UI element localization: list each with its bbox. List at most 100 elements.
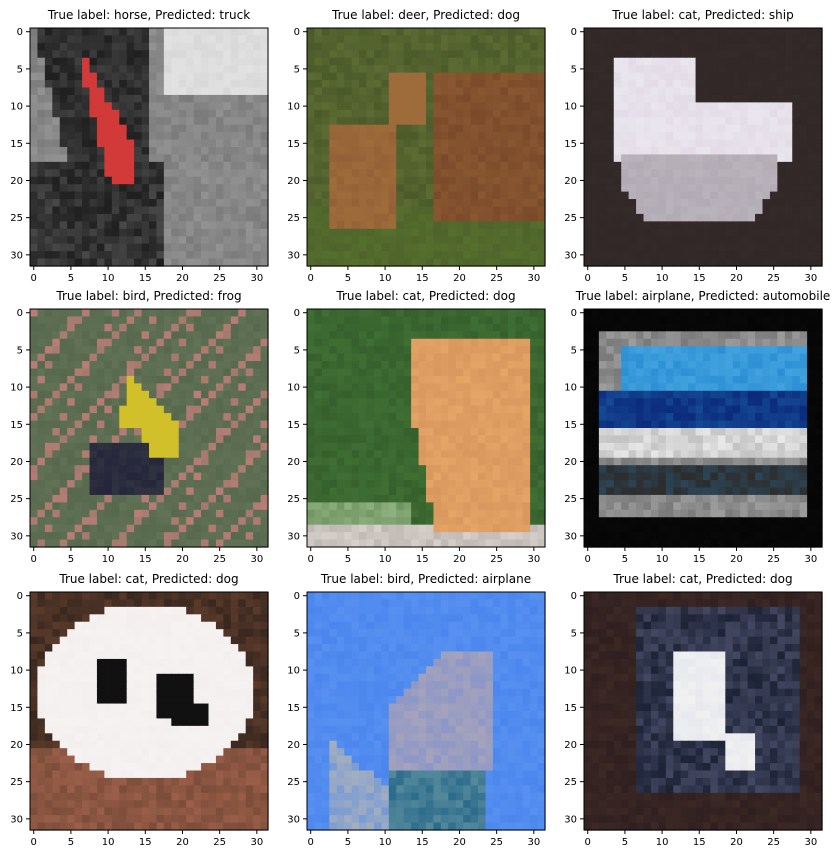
image-pixel: [598, 72, 607, 81]
image-pixel: [336, 184, 345, 193]
image-pixel: [463, 154, 472, 163]
image-pixel: [74, 323, 83, 332]
image-pixel: [223, 487, 232, 496]
image-pixel: [717, 42, 726, 51]
image-pixel: [747, 161, 756, 170]
image-pixel: [321, 176, 330, 185]
image-pixel: [762, 87, 771, 96]
image-pixel: [396, 206, 405, 215]
image-pixel: [433, 117, 442, 126]
image-pixel: [485, 221, 494, 230]
image-pixel: [777, 94, 786, 104]
image-pixel: [344, 398, 353, 407]
image-pixel: [67, 361, 76, 370]
image-pixel: [388, 465, 397, 474]
image-pixel: [440, 361, 449, 370]
image-pixel: [307, 450, 316, 459]
image-pixel: [463, 472, 472, 481]
image-pixel: [37, 524, 46, 533]
image-pixel: [522, 353, 531, 362]
image-pixel: [643, 57, 652, 66]
image-pixel: [537, 124, 546, 133]
image-pixel: [215, 191, 225, 200]
image-pixel: [470, 184, 479, 193]
image-pixel: [725, 213, 734, 223]
image-pixel: [411, 361, 420, 370]
image-pixel: [755, 236, 764, 245]
image-pixel: [658, 191, 667, 200]
image-pixel: [163, 331, 172, 340]
image-pixel: [373, 87, 383, 96]
image-pixel: [215, 524, 225, 533]
image-pixel: [89, 487, 98, 496]
image-pixel: [163, 413, 172, 422]
image-pixel: [336, 258, 345, 267]
image-pixel: [74, 139, 83, 148]
image-pixel: [163, 480, 172, 489]
image-pixel: [598, 191, 607, 200]
image-pixel: [433, 465, 442, 474]
image-pixel: [463, 405, 472, 414]
image-pixel: [470, 102, 479, 111]
image-pixel: [470, 413, 479, 422]
image-pixel: [411, 221, 420, 230]
image-pixel: [111, 353, 120, 362]
image-pixel: [89, 87, 98, 96]
image-pixel: [373, 323, 383, 332]
image-pixel: [396, 35, 405, 44]
image-pixel: [537, 361, 546, 370]
image-pixel: [74, 361, 83, 370]
image-pixel: [201, 323, 210, 332]
image-pixel: [522, 398, 531, 407]
image-pixel: [208, 428, 217, 437]
image-pixel: [223, 191, 232, 200]
image-pixel: [665, 124, 674, 133]
image-pixel: [208, 405, 217, 414]
image-pixel: [230, 428, 239, 437]
image-pixel: [584, 139, 593, 148]
image-pixel: [253, 117, 262, 126]
image-pixel: [507, 428, 516, 437]
image-pixel: [111, 309, 120, 318]
image-pixel: [149, 420, 158, 429]
image-pixel: [260, 80, 269, 89]
image-pixel: [96, 221, 106, 230]
image-pixel: [223, 117, 232, 126]
image-pixel: [89, 457, 98, 466]
image-pixel: [111, 176, 120, 185]
image-pixel: [344, 102, 353, 111]
image-pixel: [321, 206, 330, 215]
image-pixel: [89, 420, 98, 429]
image-pixel: [178, 57, 187, 66]
image-pixel: [163, 323, 172, 332]
image-pixel: [156, 72, 165, 81]
image-pixel: [650, 243, 660, 252]
image-pixel: [613, 132, 622, 141]
image-pixel: [492, 161, 502, 170]
image-pixel: [238, 169, 247, 178]
image-pixel: [448, 428, 457, 437]
image-pixel: [584, 206, 593, 215]
image-pixel: [351, 206, 360, 215]
image-pixel: [769, 236, 779, 245]
image-pixel: [126, 442, 135, 451]
image-pixel: [37, 80, 46, 89]
image-pixel: [470, 199, 479, 208]
image-pixel: [260, 323, 269, 332]
image-pixel: [814, 28, 823, 37]
image-pixel: [695, 228, 704, 237]
image-pixel: [44, 316, 53, 325]
image-pixel: [381, 368, 390, 377]
image-pixel: [440, 243, 449, 252]
image-pixel: [359, 398, 368, 407]
image-pixel: [37, 251, 46, 260]
image-pixel: [598, 87, 607, 96]
image-pixel: [215, 94, 225, 104]
image-pixel: [82, 539, 91, 548]
image-pixel: [314, 65, 323, 74]
image-pixel: [680, 72, 689, 81]
image-pixel: [492, 398, 502, 407]
image-pixel: [426, 57, 435, 66]
image-pixel: [359, 139, 368, 148]
image-pixel: [710, 28, 719, 37]
